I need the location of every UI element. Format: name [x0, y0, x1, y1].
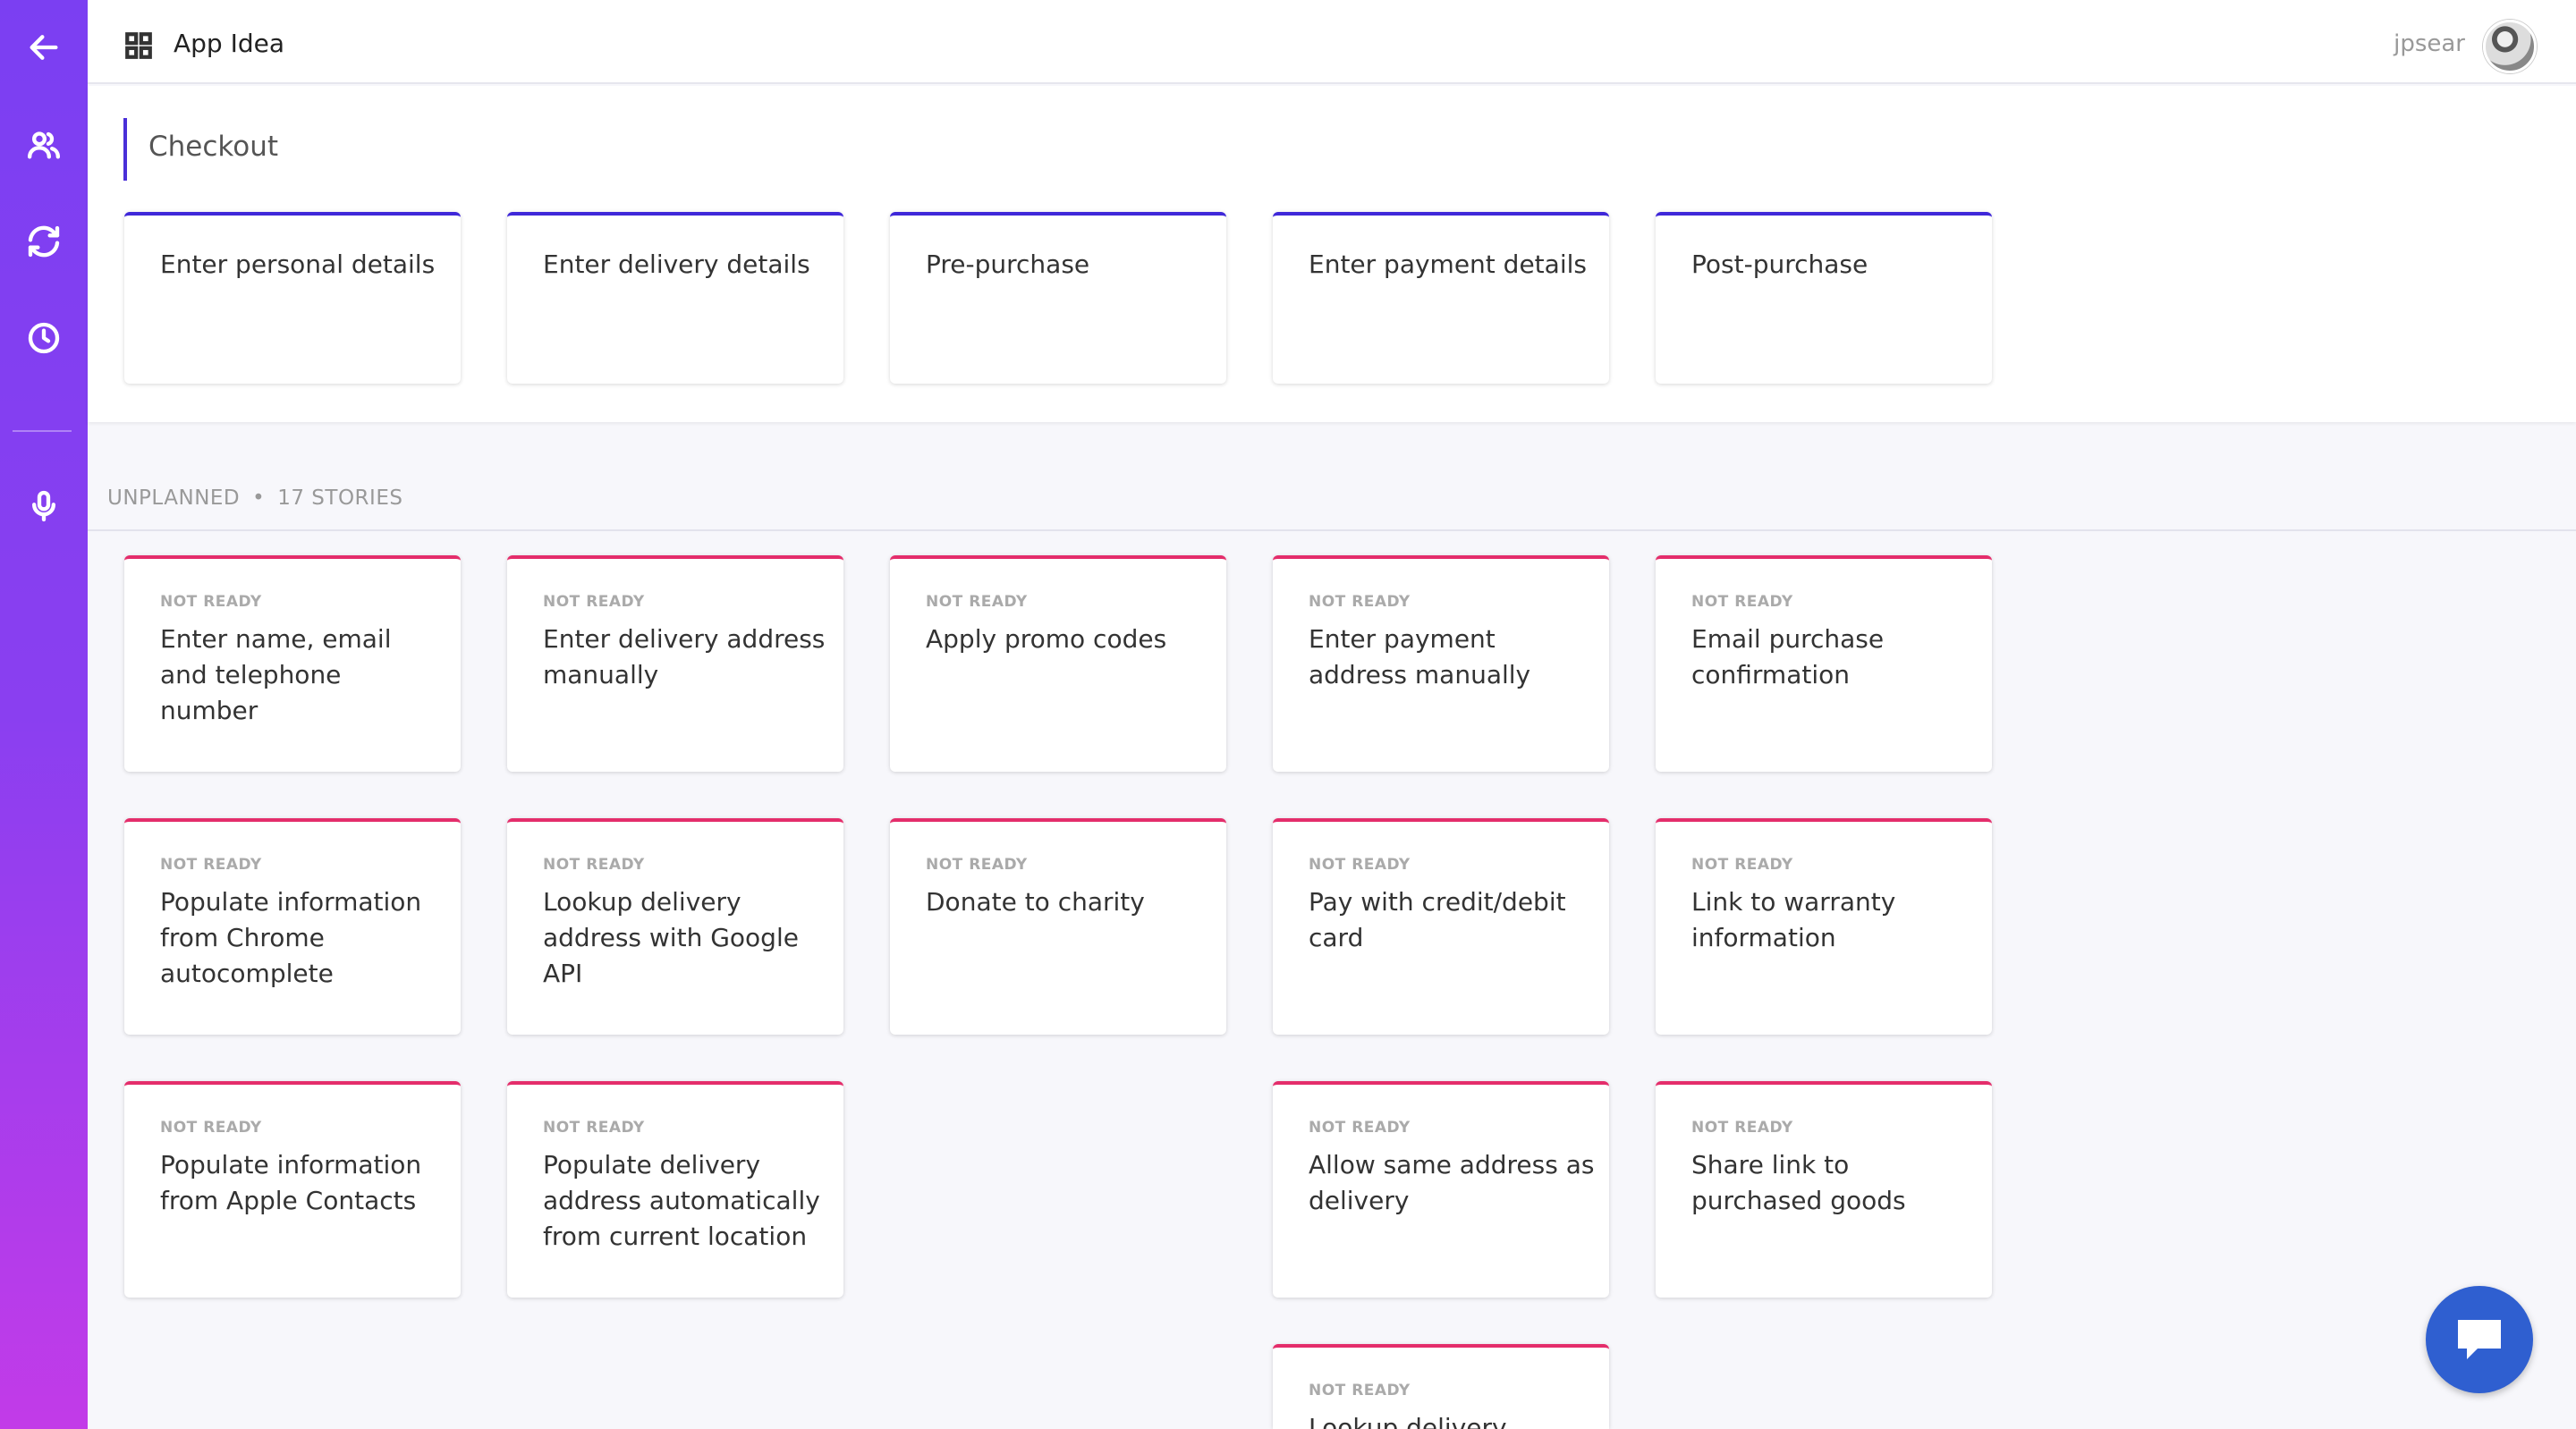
story-card[interactable]: NOT READY Allow same address as delivery [1273, 1081, 1609, 1298]
sidebar-item-refresh[interactable] [0, 210, 88, 273]
story-status: NOT READY [1309, 1119, 1411, 1137]
story-status: NOT READY [160, 1119, 262, 1137]
story-card[interactable]: NOT READY Populate delivery address auto… [507, 1081, 843, 1298]
separator-dot: • [252, 486, 266, 510]
story-status: NOT READY [1691, 593, 1793, 611]
story-card[interactable]: NOT READY Apply promo codes [890, 555, 1226, 772]
app-title[interactable]: App Idea [174, 29, 285, 58]
sidebar-item-users[interactable] [0, 114, 88, 176]
story-card[interactable]: NOT READY Pay with credit/debit card [1273, 818, 1609, 1035]
activity-card-title: Post-purchase [1691, 249, 1868, 279]
story-card[interactable]: NOT READY Enter payment address manually [1273, 555, 1609, 772]
story-status: NOT READY [1309, 856, 1411, 874]
section-divider [88, 529, 2576, 531]
activity-card-title: Pre-purchase [926, 249, 1090, 279]
story-card[interactable]: NOT READY Share link to purchased goods [1656, 1081, 1992, 1298]
story-status: NOT READY [926, 593, 1028, 611]
story-card[interactable]: NOT READY Link to warranty information [1656, 818, 1992, 1035]
activity-card[interactable]: Post-purchase [1656, 212, 1992, 384]
story-title: Lookup delivery [1309, 1413, 1507, 1429]
story-status: NOT READY [1691, 1119, 1793, 1137]
story-title: Apply promo codes [926, 624, 1167, 654]
avatar[interactable] [2483, 20, 2537, 73]
story-title: Donate to charity [926, 887, 1145, 917]
activity-accent-bar [123, 118, 127, 181]
back-button[interactable] [0, 16, 88, 79]
story-status: NOT READY [1691, 856, 1793, 874]
grid-icon[interactable] [123, 30, 154, 61]
story-card[interactable]: NOT READY Populate information from Appl… [124, 1081, 461, 1298]
story-title: Enter name, email and telephone number [160, 624, 392, 725]
sidebar-item-history[interactable] [0, 307, 88, 369]
story-title: Enter payment address manually [1309, 624, 1531, 689]
sidebar-item-voice[interactable] [0, 475, 88, 537]
story-title: Allow same address as delivery [1309, 1150, 1595, 1215]
story-card[interactable]: NOT READY Lookup delivery [1273, 1344, 1609, 1429]
story-status: NOT READY [543, 856, 645, 874]
activity-card[interactable]: Pre-purchase [890, 212, 1226, 384]
unplanned-label: UNPLANNED [107, 486, 241, 510]
story-title: Link to warranty information [1691, 887, 1896, 952]
story-status: NOT READY [543, 593, 645, 611]
users-icon [27, 131, 61, 159]
activity-card[interactable]: Enter delivery details [507, 212, 843, 384]
story-count: 17 STORIES [277, 486, 403, 510]
story-status: NOT READY [160, 856, 262, 874]
chat-button[interactable] [2426, 1286, 2533, 1393]
sidebar [0, 0, 88, 1429]
story-status: NOT READY [543, 1119, 645, 1137]
story-card[interactable]: NOT READY Populate information from Chro… [124, 818, 461, 1035]
story-title: Populate information from Apple Contacts [160, 1150, 422, 1215]
chat-bubble-icon [2458, 1320, 2501, 1359]
story-title: Lookup delivery address with Google API [543, 887, 799, 988]
story-card[interactable]: NOT READY Lookup delivery address with G… [507, 818, 843, 1035]
story-title: Enter delivery address manually [543, 624, 826, 689]
username[interactable]: jpsear [2394, 30, 2465, 57]
activity-card-title: Enter payment details [1309, 249, 1587, 279]
refresh-icon [28, 225, 60, 258]
story-card[interactable]: NOT READY Enter name, email and telephon… [124, 555, 461, 772]
activity-card-title: Enter delivery details [543, 249, 810, 279]
activity-title[interactable]: Checkout [148, 131, 279, 163]
story-title: Populate information from Chrome autocom… [160, 887, 422, 988]
story-card[interactable]: NOT READY Enter delivery address manuall… [507, 555, 843, 772]
story-status: NOT READY [160, 593, 262, 611]
story-status: NOT READY [926, 856, 1028, 874]
story-status: NOT READY [1309, 593, 1411, 611]
clock-icon [28, 322, 60, 354]
activity-card[interactable]: Enter personal details [124, 212, 461, 384]
unplanned-header: UNPLANNED • 17 STORIES [107, 486, 402, 510]
microphone-icon [32, 490, 55, 522]
story-status: NOT READY [1309, 1382, 1411, 1399]
story-card[interactable]: NOT READY Email purchase confirmation [1656, 555, 1992, 772]
activity-card[interactable]: Enter payment details [1273, 212, 1609, 384]
story-card[interactable]: NOT READY Donate to charity [890, 818, 1226, 1035]
story-title: Email purchase confirmation [1691, 624, 1885, 689]
story-title: Populate delivery address automatically … [543, 1150, 820, 1251]
story-title: Share link to purchased goods [1691, 1150, 1906, 1215]
story-title: Pay with credit/debit card [1309, 887, 1566, 952]
arrow-left-icon [30, 35, 58, 60]
top-bar: App Idea jpsear [88, 0, 2576, 84]
sidebar-divider [13, 430, 72, 432]
activity-card-title: Enter personal details [160, 249, 436, 279]
